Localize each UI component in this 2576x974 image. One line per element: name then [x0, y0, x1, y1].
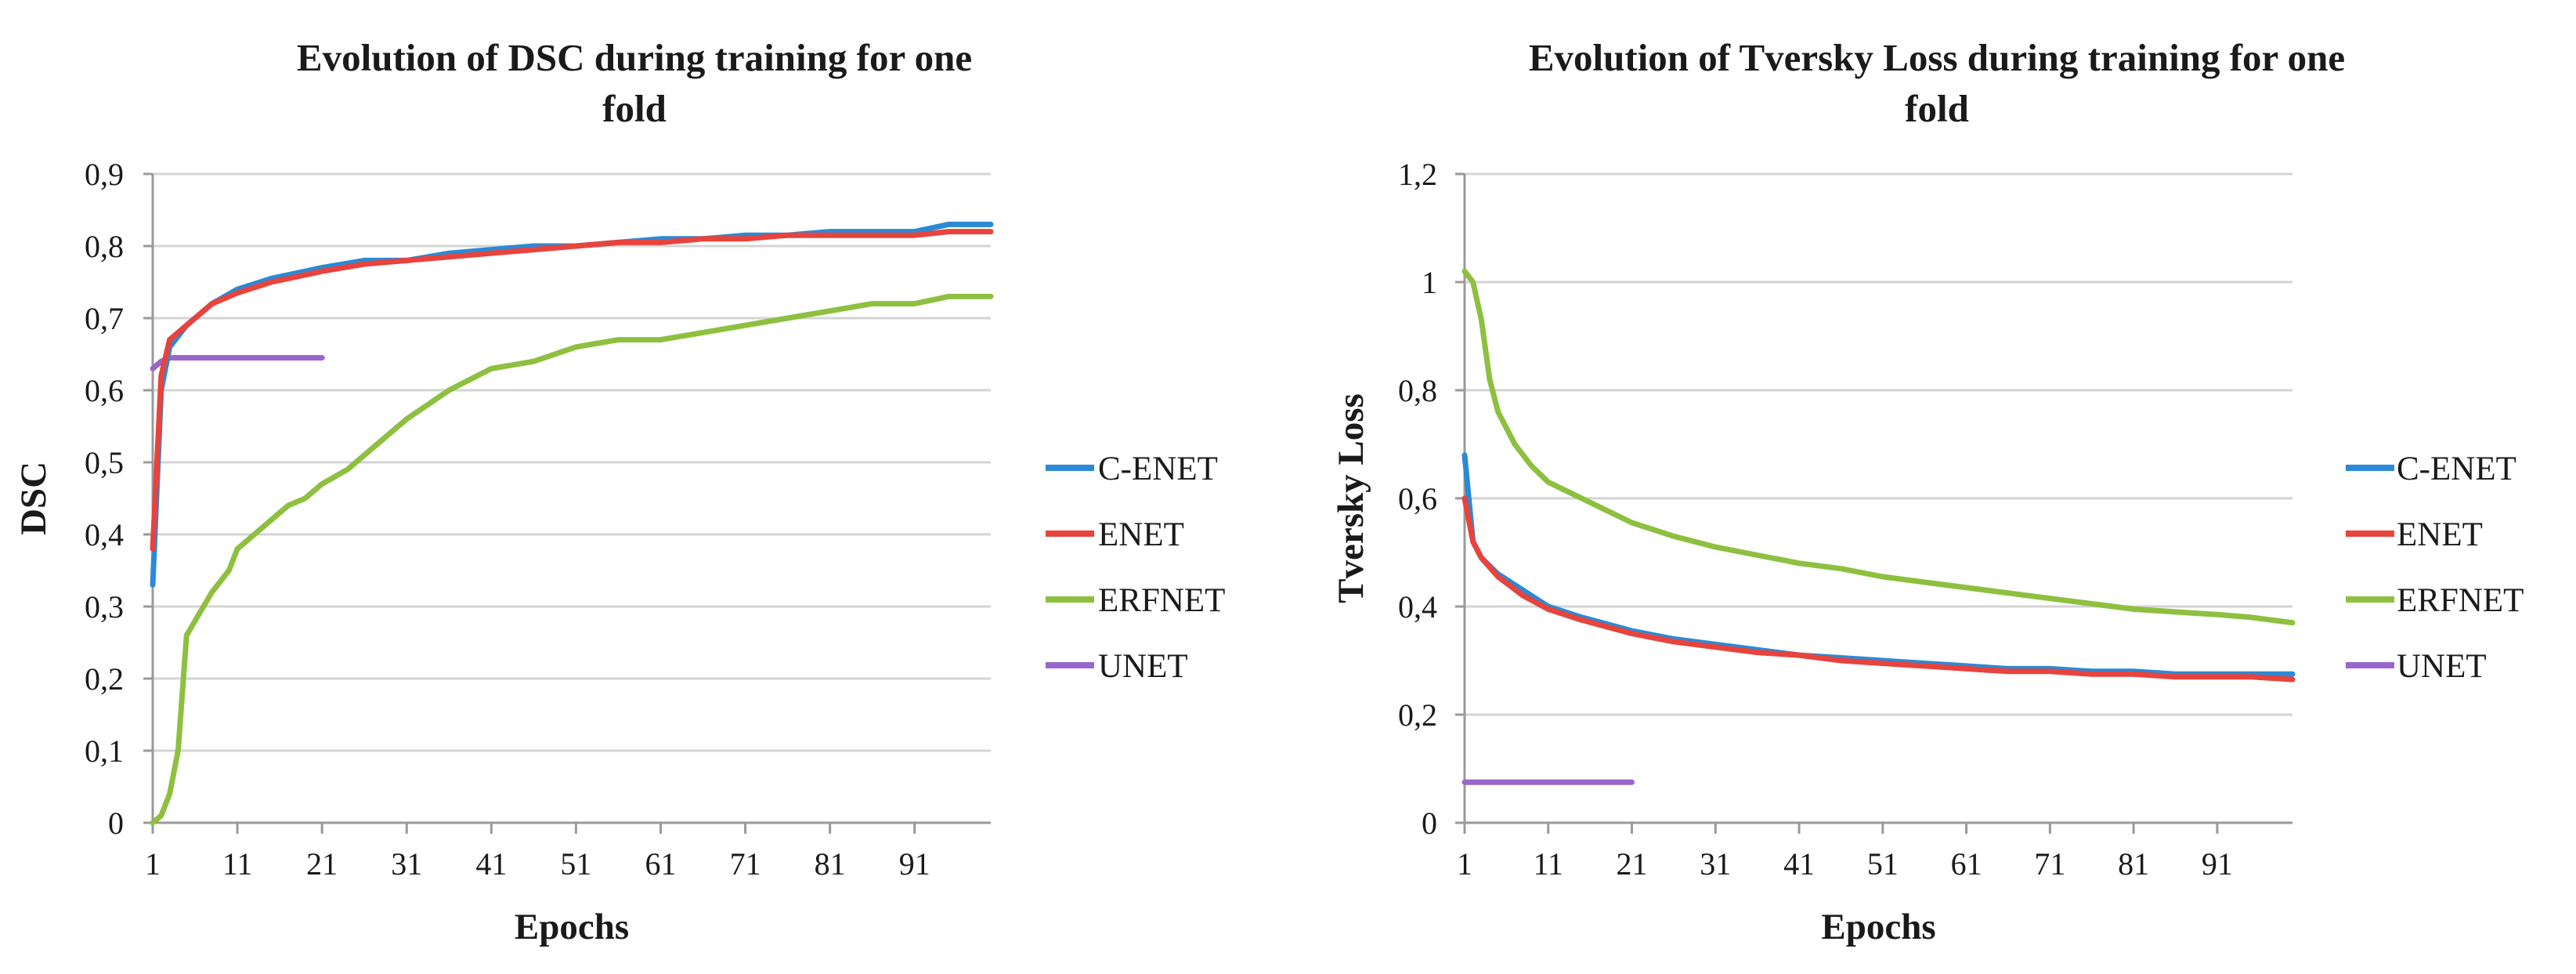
legend-label-c-enet: C-ENET: [1098, 451, 1218, 487]
chart-title-line: Evolution of Tversky Loss during trainin…: [1529, 36, 2345, 79]
x-tick-label: 31: [391, 846, 422, 882]
y-tick-label: 0,2: [1398, 697, 1437, 733]
chart-title-line: fold: [602, 87, 667, 130]
y-tick-label: 0,8: [85, 229, 124, 264]
tversky-loss-chart: Evolution of Tversky Loss during trainin…: [1331, 36, 2524, 947]
x-tick-label: 91: [2202, 846, 2233, 882]
legend-label-enet: ENET: [2397, 516, 2483, 553]
x-tick-label: 21: [1617, 846, 1648, 882]
y-tick-label: 0,7: [85, 301, 124, 336]
y-tick-label: 0: [1422, 806, 1437, 841]
x-tick-label: 51: [560, 846, 591, 882]
legend-label-erfnet: ERFNET: [2397, 582, 2524, 619]
y-tick-label: 1: [1422, 265, 1437, 300]
legend-label-unet: UNET: [1098, 648, 1188, 685]
x-axis-title: Epochs: [515, 907, 629, 947]
y-tick-label: 0,1: [85, 733, 124, 769]
legend-label-enet: ENET: [1098, 516, 1184, 553]
y-tick-label: 0,9: [85, 157, 124, 192]
y-tick-label: 0,4: [85, 517, 124, 552]
y-tick-label: 0: [108, 806, 124, 841]
x-tick-label: 41: [475, 846, 507, 882]
y-axis-title: DSC: [13, 462, 54, 535]
series-line-enet: [150, 229, 994, 552]
chart-title-line: Evolution of DSC during training for one: [297, 36, 972, 79]
x-tick-label: 51: [1867, 846, 1899, 882]
x-tick-label: 81: [2118, 846, 2149, 882]
x-tick-label: 71: [2034, 846, 2065, 882]
series-line-unet: [150, 355, 325, 371]
y-tick-label: 0,4: [1398, 589, 1437, 625]
chart-title-line: fold: [1905, 87, 1969, 130]
legend-label-erfnet: ERFNET: [1098, 582, 1225, 619]
x-tick-label: 1: [1457, 846, 1472, 882]
x-tick-label: 11: [222, 846, 253, 882]
y-tick-label: 0,6: [1398, 481, 1437, 516]
x-tick-label: 1: [145, 846, 161, 882]
x-tick-label: 91: [899, 846, 930, 882]
x-tick-label: 11: [1534, 846, 1564, 882]
x-tick-label: 21: [306, 846, 338, 882]
legend-label-unet: UNET: [2397, 648, 2487, 685]
dsc-chart: Evolution of DSC during training for one…: [13, 36, 1225, 947]
y-tick-label: 0,6: [85, 373, 124, 408]
series-line-erfnet: [150, 293, 994, 826]
series-line-erfnet: [1461, 268, 2296, 626]
y-tick-label: 0,8: [1398, 373, 1437, 408]
x-tick-label: 71: [730, 846, 761, 882]
x-tick-label: 31: [1700, 846, 1731, 882]
x-tick-label: 61: [1951, 846, 1982, 882]
x-tick-label: 41: [1783, 846, 1815, 882]
x-tick-label: 81: [815, 846, 846, 882]
legend-label-c-enet: C-ENET: [2397, 451, 2516, 487]
y-tick-label: 0,3: [85, 589, 124, 625]
series-line-enet: [1461, 495, 2296, 683]
y-tick-label: 0,5: [85, 445, 124, 480]
y-axis-title: Tversky Loss: [1331, 393, 1371, 603]
x-tick-label: 61: [645, 846, 676, 882]
y-tick-label: 0,2: [85, 661, 124, 697]
y-tick-label: 1,2: [1398, 157, 1437, 192]
series-line-c-enet: [1461, 452, 2296, 677]
x-axis-title: Epochs: [1821, 907, 1935, 947]
